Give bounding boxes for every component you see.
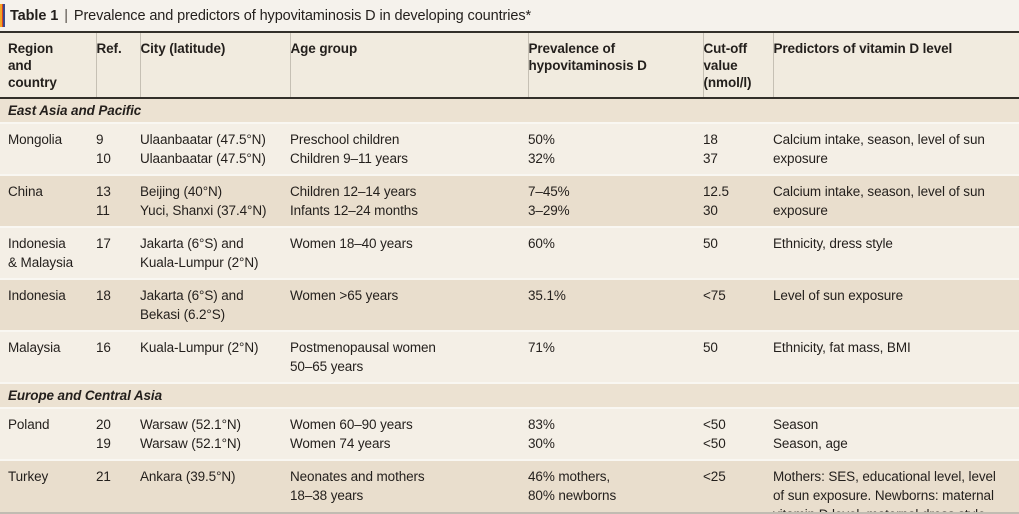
col-header-predictors: Predictors of vitamin D level bbox=[772, 33, 1019, 99]
cell-ref: 16 bbox=[96, 330, 140, 383]
cell-age-group: Preschool children Children 9–11 years bbox=[290, 122, 528, 175]
cell-predictors: Ethnicity, dress style bbox=[773, 226, 1019, 279]
cell-ref: 21 bbox=[96, 459, 140, 512]
cell-predictors: Ethnicity, fat mass, BMI bbox=[773, 330, 1019, 383]
cell-prevalence: 7–45% 3–29% bbox=[528, 174, 703, 227]
col-header-age-group: Age group bbox=[289, 33, 528, 99]
cell-age-group: Women 60–90 years Women 74 years bbox=[290, 407, 528, 460]
table-row: Indonesia & Malaysia 17 Jakarta (6°S) and … bbox=[0, 226, 1019, 279]
cell-prevalence: 35.1% bbox=[528, 278, 703, 331]
cell-cutoff-value: <25 bbox=[703, 459, 773, 512]
col-header-cutoff-value: Cut-off value (nmol/l) bbox=[702, 33, 773, 99]
cell-region-country: Turkey bbox=[0, 459, 96, 512]
table-row: Mongolia 9 10 Ulaanbaatar (47.5°N) Ulaanba… bbox=[0, 122, 1019, 175]
cell-cutoff-value: 50 bbox=[703, 226, 773, 279]
cell-predictors: Calcium intake, season, level of sun exp… bbox=[773, 122, 1019, 175]
cell-city-latitude: Kuala-Lumpur (2°N) bbox=[140, 330, 290, 383]
table-row: Indonesia 18 Jakarta (6°S) and Bekasi (6.2… bbox=[0, 278, 1019, 331]
table-row: Malaysia 16 Kuala-Lumpur (2°N) Postmenopaus… bbox=[0, 330, 1019, 383]
cell-cutoff-value: <75 bbox=[703, 278, 773, 331]
cell-age-group: Postmenopausal women 50–65 years bbox=[290, 330, 528, 383]
cell-region-country: Indonesia bbox=[0, 278, 96, 331]
title-separator: | bbox=[64, 7, 68, 24]
table-title-bar: Table 1 | Prevalence and predictors of h… bbox=[0, 0, 1019, 33]
cell-cutoff-value: 12.5 30 bbox=[703, 174, 773, 227]
cell-region-country: China bbox=[0, 174, 96, 227]
cell-predictors: Level of sun exposure bbox=[773, 278, 1019, 331]
cell-region-country: Indonesia & Malaysia bbox=[0, 226, 96, 279]
prevalence-table: Region and country Ref. City (latitude) … bbox=[0, 33, 1019, 512]
cell-prevalence: 83% 30% bbox=[528, 407, 703, 460]
section-heading-row: Europe and Central Asia bbox=[0, 382, 1019, 408]
cell-ref: 20 19 bbox=[96, 407, 140, 460]
cell-region-country: Poland bbox=[0, 407, 96, 460]
cell-ref: 17 bbox=[96, 226, 140, 279]
cell-region-country: Malaysia bbox=[0, 330, 96, 383]
cell-prevalence: 50% 32% bbox=[528, 122, 703, 175]
cell-city-latitude: Beijing (40°N) Yuci, Shanxi (37.4°N) bbox=[140, 174, 290, 227]
cell-ref: 13 11 bbox=[96, 174, 140, 227]
cell-prevalence: 71% bbox=[528, 330, 703, 383]
cell-predictors: Season Season, age bbox=[773, 407, 1019, 460]
cell-age-group: Women >65 years bbox=[290, 278, 528, 331]
cell-ref: 9 10 bbox=[96, 122, 140, 175]
cell-prevalence: 46% mothers, 80% newborns bbox=[528, 459, 703, 512]
section-heading: Europe and Central Asia bbox=[0, 382, 1019, 408]
cell-cutoff-value: 50 bbox=[703, 330, 773, 383]
section-heading-row: East Asia and Pacific bbox=[0, 97, 1019, 123]
col-header-prevalence: Prevalence of hypovitaminosis D bbox=[527, 33, 703, 99]
cell-city-latitude: Jakarta (6°S) and Kuala-Lumpur (2°N) bbox=[140, 226, 290, 279]
table-row: Poland 20 19 Warsaw (52.1°N) Warsaw (52.1°… bbox=[0, 407, 1019, 460]
cell-city-latitude: Jakarta (6°S) and Bekasi (6.2°S) bbox=[140, 278, 290, 331]
table-title: Prevalence and predictors of hypovitamin… bbox=[73, 7, 532, 24]
table-number: Table 1 bbox=[10, 7, 59, 24]
col-header-region-country: Region and country bbox=[0, 33, 96, 99]
cell-city-latitude: Ankara (39.5°N) bbox=[140, 459, 290, 512]
cell-predictors: Mothers: SES, educational level, level o… bbox=[773, 459, 1019, 512]
cell-city-latitude: Warsaw (52.1°N) Warsaw (52.1°N) bbox=[140, 407, 290, 460]
cell-prevalence: 60% bbox=[528, 226, 703, 279]
cell-cutoff-value: 18 37 bbox=[703, 122, 773, 175]
table-row: Turkey 21 Ankara (39.5°N) Neonates and moth… bbox=[0, 459, 1019, 512]
cell-age-group: Women 18–40 years bbox=[290, 226, 528, 279]
cell-region-country: Mongolia bbox=[0, 122, 96, 175]
page-edge-accent-stripe bbox=[0, 4, 6, 27]
table-header: Region and country Ref. City (latitude) … bbox=[0, 33, 1019, 99]
cell-ref: 18 bbox=[96, 278, 140, 331]
cell-city-latitude: Ulaanbaatar (47.5°N) Ulaanbaatar (47.5°N… bbox=[140, 122, 290, 175]
cell-cutoff-value: <50 <50 bbox=[703, 407, 773, 460]
cell-age-group: Neonates and mothers 18–38 years bbox=[290, 459, 528, 512]
table-row: China 13 11 Beijing (40°N) Yuci, Shanxi (3… bbox=[0, 174, 1019, 227]
table-body: East Asia and Pacific Mongolia 9 10 Ulaanba… bbox=[0, 97, 1019, 512]
col-header-city-latitude: City (latitude) bbox=[139, 33, 290, 99]
section-heading: East Asia and Pacific bbox=[0, 97, 1019, 123]
cell-predictors: Calcium intake, season, level of sun exp… bbox=[773, 174, 1019, 227]
col-header-ref: Ref. bbox=[95, 33, 140, 99]
cell-age-group: Children 12–14 years Infants 12–24 month… bbox=[290, 174, 528, 227]
